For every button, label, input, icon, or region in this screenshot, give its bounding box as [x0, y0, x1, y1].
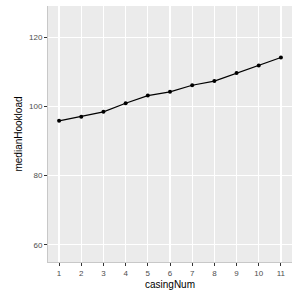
- svg-text:1: 1: [57, 269, 62, 278]
- svg-text:casingNum: casingNum: [145, 279, 195, 290]
- svg-text:3: 3: [101, 269, 106, 278]
- svg-text:8: 8: [212, 269, 217, 278]
- svg-text:4: 4: [123, 269, 128, 278]
- svg-text:5: 5: [146, 269, 151, 278]
- svg-text:60: 60: [33, 241, 42, 250]
- svg-text:100: 100: [29, 102, 43, 111]
- svg-text:11: 11: [277, 269, 286, 278]
- svg-text:medianHookload: medianHookload: [13, 96, 24, 171]
- svg-text:7: 7: [190, 269, 195, 278]
- svg-text:10: 10: [254, 269, 263, 278]
- svg-text:6: 6: [168, 269, 173, 278]
- svg-text:120: 120: [29, 33, 43, 42]
- svg-text:9: 9: [234, 269, 239, 278]
- svg-text:80: 80: [33, 171, 42, 180]
- svg-text:2: 2: [79, 269, 84, 278]
